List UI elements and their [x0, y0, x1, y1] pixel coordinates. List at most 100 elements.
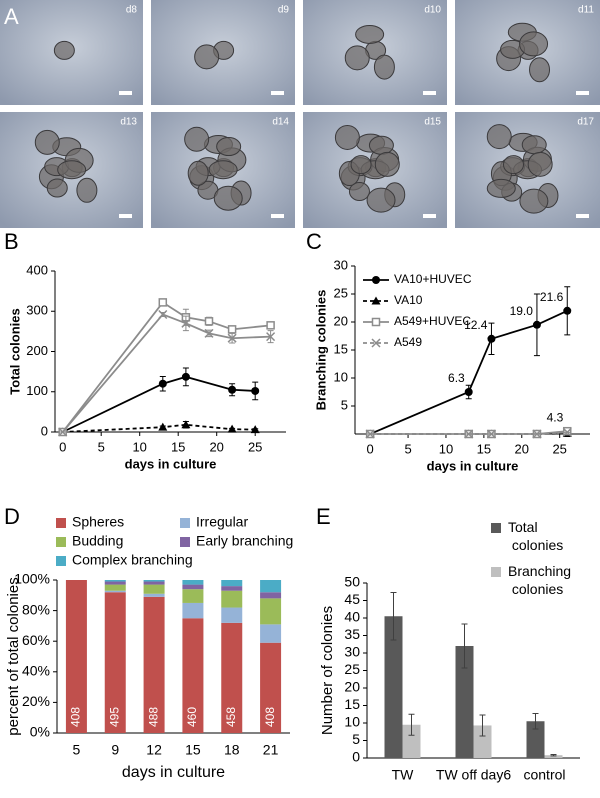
marker	[228, 385, 237, 394]
y-tick-label: 0%	[30, 724, 50, 740]
bar-segment	[143, 580, 165, 582]
y-tick-label: 35	[344, 626, 360, 642]
marker	[204, 328, 214, 338]
x-tick-label: 5	[73, 742, 81, 758]
count-label: 408	[263, 707, 277, 727]
colony	[184, 126, 210, 152]
legend-label: A549+HUVEC	[394, 314, 471, 328]
marker	[181, 372, 190, 381]
y-tick-label: 40%	[22, 663, 50, 679]
y-tick-label: 5	[341, 397, 348, 412]
legend-swatch	[180, 518, 190, 528]
marker	[251, 386, 260, 395]
legend-label: Total colonies	[508, 519, 563, 553]
colony	[213, 185, 243, 211]
colony	[366, 187, 396, 213]
colony	[486, 124, 512, 150]
annotation: 12.4	[464, 318, 488, 332]
y-tick-label: 60%	[22, 632, 50, 648]
colony	[521, 135, 547, 155]
micrograph-label: d11	[578, 5, 594, 16]
x-tick-label: 25	[248, 439, 262, 454]
y-tick-label: 300	[26, 303, 48, 318]
legend-swatch	[56, 537, 66, 547]
legend-label: Irregular	[196, 514, 248, 530]
colony	[373, 54, 395, 80]
y-axis-label: Number of colonies	[319, 606, 336, 735]
marker	[58, 427, 68, 437]
y-tick-label: 200	[26, 343, 48, 358]
colony	[519, 31, 549, 57]
x-tick-label: 15	[185, 742, 201, 758]
count-label: 488	[146, 707, 160, 727]
marker	[158, 422, 168, 431]
legend-swatch	[56, 556, 66, 566]
colony	[519, 188, 549, 214]
bar-segment	[260, 642, 282, 733]
y-axis-label: Branching colonies	[313, 290, 328, 411]
bar	[544, 755, 563, 758]
bar-segment	[260, 624, 282, 643]
series-line	[62, 375, 256, 433]
bar-segment	[143, 581, 165, 585]
bar	[402, 724, 421, 758]
series-line	[62, 423, 256, 433]
x-axis-label: days in culture	[122, 764, 225, 781]
x-tick-label: control	[523, 767, 565, 783]
marker	[227, 333, 237, 343]
colony	[187, 160, 209, 186]
bar-segment	[104, 581, 126, 585]
legend-label: A549	[394, 335, 422, 349]
y-tick-label: 45	[344, 591, 360, 607]
y-tick-label: 20%	[22, 693, 50, 709]
bar-segment	[143, 584, 165, 594]
y-tick-label: 0	[41, 423, 48, 438]
y-tick-label: 25	[334, 285, 348, 300]
scale-bar	[119, 91, 132, 95]
y-tick-label: 20	[344, 679, 360, 695]
error-bar	[408, 713, 415, 736]
x-tick-label: 0	[59, 439, 66, 454]
scale-bar	[423, 91, 436, 95]
legend-marker	[371, 296, 381, 305]
marker	[487, 334, 496, 343]
x-tick-label: 0	[367, 441, 374, 456]
micrograph-label: d13	[120, 117, 137, 128]
legend-label: Branching colonies	[508, 563, 571, 597]
colony	[76, 177, 98, 203]
colony	[46, 178, 68, 198]
error-bar	[461, 623, 468, 669]
colony	[334, 124, 360, 150]
x-tick-label: 5	[404, 441, 411, 456]
colony	[527, 151, 553, 177]
x-tick-label: 25	[552, 441, 566, 456]
bar-segment	[104, 592, 126, 733]
legend-label: VA10+HUVEC	[394, 272, 472, 286]
marker	[486, 429, 496, 439]
colony	[486, 178, 516, 198]
annotation: 6.3	[448, 371, 465, 385]
marker	[532, 320, 541, 329]
bar-segment	[260, 592, 282, 599]
marker	[227, 325, 237, 334]
count-label: 495	[107, 707, 121, 727]
bar-segment	[143, 596, 165, 733]
y-tick-label: 10	[344, 714, 360, 730]
count-label: 458	[224, 707, 238, 727]
marker	[365, 429, 375, 439]
bar	[384, 616, 403, 758]
micrograph-label: d10	[424, 5, 441, 16]
y-tick-label: 25	[344, 661, 360, 677]
y-tick-label: 30	[334, 257, 348, 272]
y-tick-label: 50	[344, 574, 360, 590]
x-axis-label: days in culture	[125, 456, 217, 471]
x-tick-label: 10	[132, 439, 146, 454]
x-axis-label: days in culture	[427, 458, 519, 473]
micrograph-label: d17	[577, 117, 594, 128]
y-tick-label: 5	[352, 731, 360, 747]
colony	[348, 182, 370, 202]
scale-bar	[576, 214, 589, 218]
x-tick-label: 20	[209, 439, 223, 454]
colony	[34, 129, 60, 155]
legend-swatch	[491, 567, 501, 577]
